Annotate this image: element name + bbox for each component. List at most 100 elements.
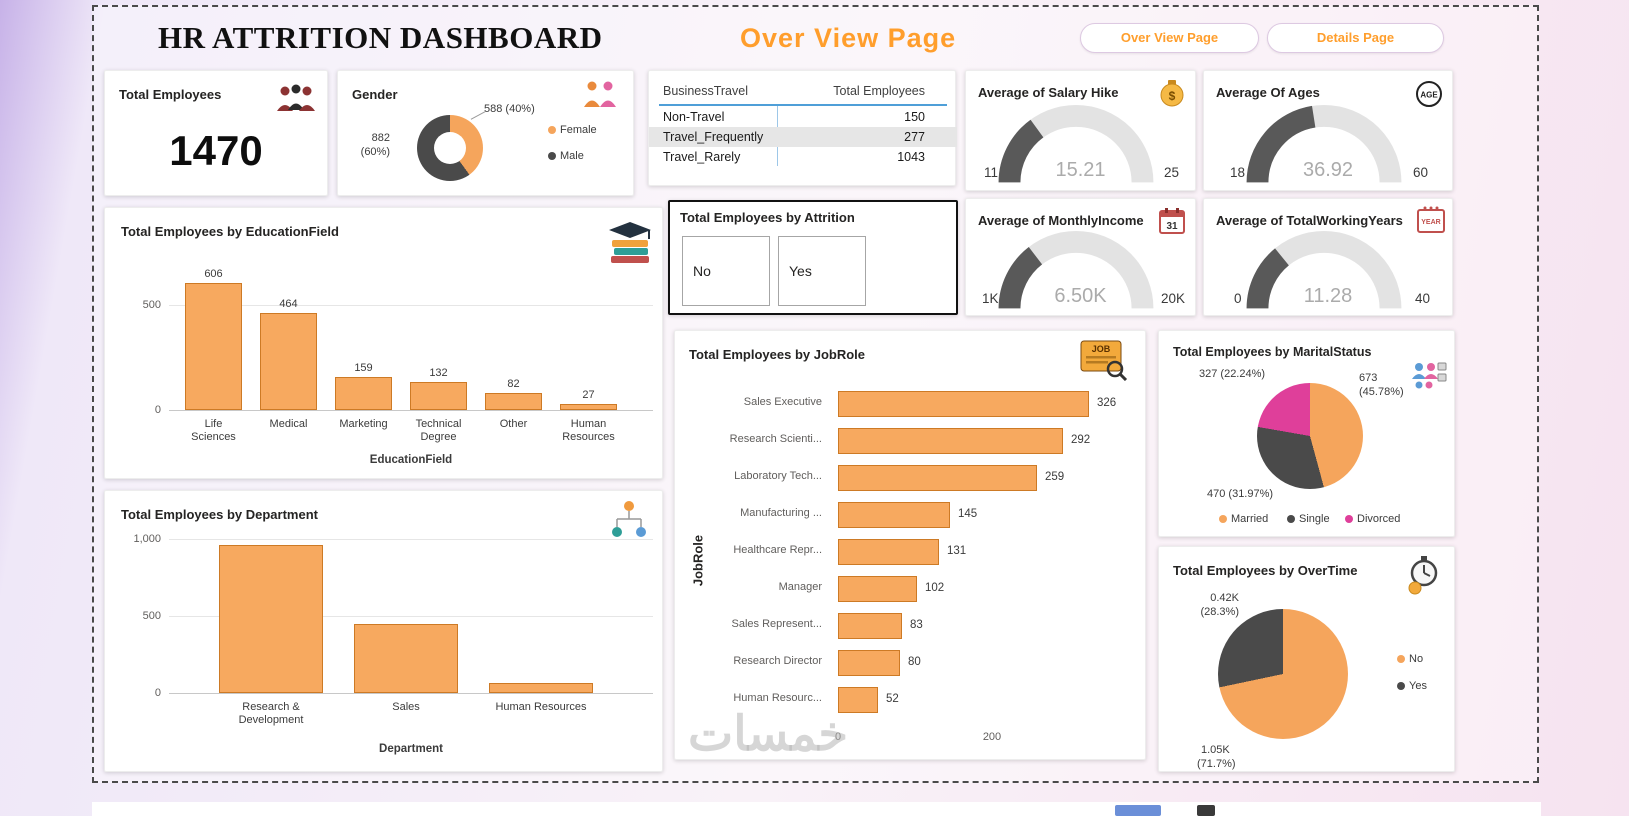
slicer-option-yes[interactable]: Yes	[778, 236, 866, 306]
people-group-icon	[277, 84, 315, 111]
bar-human-resources[interactable]	[489, 683, 593, 693]
card-title: Average of TotalWorkingYears	[1216, 213, 1403, 228]
cell-businesstravel: Travel_Rarely	[663, 150, 741, 164]
bar-research-scientist[interactable]	[838, 428, 1063, 454]
slicer-option-label: No	[693, 263, 711, 279]
bar-sales[interactable]	[354, 624, 458, 693]
bar-life-sciences[interactable]	[185, 283, 242, 410]
watermark: خمسات	[688, 708, 849, 761]
bar-research-director[interactable]	[838, 650, 900, 676]
legend-item-no[interactable]: No	[1397, 653, 1423, 665]
job-glyph: JOB	[1092, 344, 1111, 354]
legend-label-male: Male	[560, 150, 584, 162]
callout-no-value: 1.05K	[1201, 744, 1230, 756]
bar-value: 132	[429, 367, 448, 379]
bar-healthcare-representative[interactable]	[838, 539, 939, 565]
cell-businesstravel: Travel_Frequently	[663, 130, 764, 144]
bar-manufacturing-director[interactable]	[838, 502, 950, 528]
legend-label-married: Married	[1231, 513, 1269, 525]
bar-value: 326	[1097, 397, 1117, 409]
gauge-min: 1K	[982, 291, 999, 306]
gauge-max: 40	[1414, 291, 1430, 306]
education-field-chart-card: Total Employees by EducationField 500 0 …	[104, 207, 663, 479]
gauge-min: 11	[984, 165, 999, 180]
card-title: Average of Salary Hike	[978, 85, 1119, 100]
legend-label-divorced: Divorced	[1357, 513, 1401, 525]
legend-item-yes[interactable]: Yes	[1397, 680, 1427, 692]
ytick-500: 500	[142, 610, 161, 622]
ytick-0: 0	[154, 404, 161, 416]
bar-human-resources[interactable]	[838, 687, 878, 713]
bar-value: 27	[582, 389, 595, 401]
gridline-500	[169, 616, 653, 617]
page-title: HR ATTRITION DASHBOARD	[158, 20, 603, 55]
row-label: Sales Represent...	[731, 618, 823, 630]
legend-item-single[interactable]: Single	[1287, 513, 1330, 525]
legend-item-female[interactable]: Female	[548, 124, 597, 136]
bar-marketing[interactable]	[335, 377, 392, 410]
bar-laboratory-technician[interactable]	[838, 465, 1037, 491]
legend-item-married[interactable]: Married	[1219, 513, 1268, 525]
marital-status-chart-card: Total Employees by MaritalStatus 327 (22…	[1158, 330, 1455, 537]
category-label: Technical Degree	[415, 418, 462, 443]
gender-callout-male-pct: (60%)	[360, 146, 390, 158]
card-title: Total Employees by OverTime	[1173, 563, 1358, 578]
x-axis-title: Department	[379, 743, 443, 755]
xtick-200: 200	[982, 731, 1002, 743]
table-row-selected[interactable]: Travel_Frequently 277	[649, 127, 957, 147]
bar-medical[interactable]	[260, 313, 317, 410]
category-label: Other	[499, 418, 528, 430]
gauge-min: 0	[1234, 291, 1242, 306]
card-title: Total Employees by MaritalStatus	[1173, 345, 1372, 359]
dollar-glyph: $	[1169, 89, 1176, 103]
bar-value: 259	[1045, 471, 1065, 483]
bar-human-resources[interactable]	[560, 404, 617, 410]
overtime-pie[interactable]	[1218, 609, 1348, 739]
table-header-total-employees: Total Employees	[833, 84, 925, 98]
bar-technical-degree[interactable]	[410, 382, 467, 410]
bar-research-development[interactable]	[219, 545, 323, 693]
cell-businesstravel: Non-Travel	[663, 110, 725, 124]
bottom-strip	[92, 802, 1541, 816]
x-axis-title: EducationField	[369, 454, 453, 466]
legend-item-divorced[interactable]: Divorced	[1345, 513, 1400, 525]
row-label: Manager	[778, 581, 822, 593]
age-glyph: AGE	[1420, 91, 1438, 100]
table-row[interactable]: Travel_Rarely 1043	[649, 147, 957, 167]
gauge-max: 20K	[1160, 291, 1185, 306]
bar-sales-executive[interactable]	[838, 391, 1089, 417]
category-label: Human Resources	[495, 701, 587, 713]
nav-overview-button[interactable]: Over View Page	[1080, 23, 1259, 53]
bar-sales-representative[interactable]	[838, 613, 902, 639]
gauge-value: 15.21	[1055, 159, 1106, 181]
bottom-fragment-blue	[1115, 805, 1161, 816]
bar-manager[interactable]	[838, 576, 917, 602]
nav-details-button[interactable]: Details Page	[1267, 23, 1444, 53]
card-title: Total Employees by EducationField	[121, 224, 339, 239]
gridline-500	[169, 305, 653, 306]
legend-item-male[interactable]: Male	[548, 150, 584, 162]
gauge-value: 11.28	[1303, 285, 1353, 307]
legend-dot-no	[1397, 655, 1405, 664]
ytick-1000: 1,000	[133, 533, 161, 545]
callout-no-pct: (71.7%)	[1197, 758, 1236, 770]
legend-label-no: No	[1409, 653, 1424, 665]
marital-status-pie[interactable]	[1257, 383, 1363, 489]
bar-value: 52	[886, 693, 899, 705]
overtime-chart-card: Total Employees by OverTime 0.42K (28.3%…	[1158, 546, 1455, 772]
callout-single: 470 (31.97%)	[1207, 488, 1274, 500]
table-row[interactable]: Non-Travel 150	[649, 107, 957, 127]
legend-label-single: Single	[1299, 513, 1330, 525]
gauge-max: 25	[1163, 165, 1179, 180]
year-glyph: YEAR	[1421, 219, 1440, 226]
gender-donut[interactable]	[417, 115, 483, 181]
slicer-option-no[interactable]: No	[682, 236, 770, 306]
stopwatch-icon	[1408, 556, 1438, 595]
callout-yes-value: 0.42K	[1210, 592, 1239, 604]
legend-dot-single	[1287, 515, 1295, 524]
bar-other[interactable]	[485, 393, 542, 410]
legend-dot-married	[1219, 515, 1227, 524]
org-chart-icon	[612, 501, 646, 537]
row-label: Research Director	[733, 655, 822, 667]
table-header-rule	[659, 104, 947, 106]
